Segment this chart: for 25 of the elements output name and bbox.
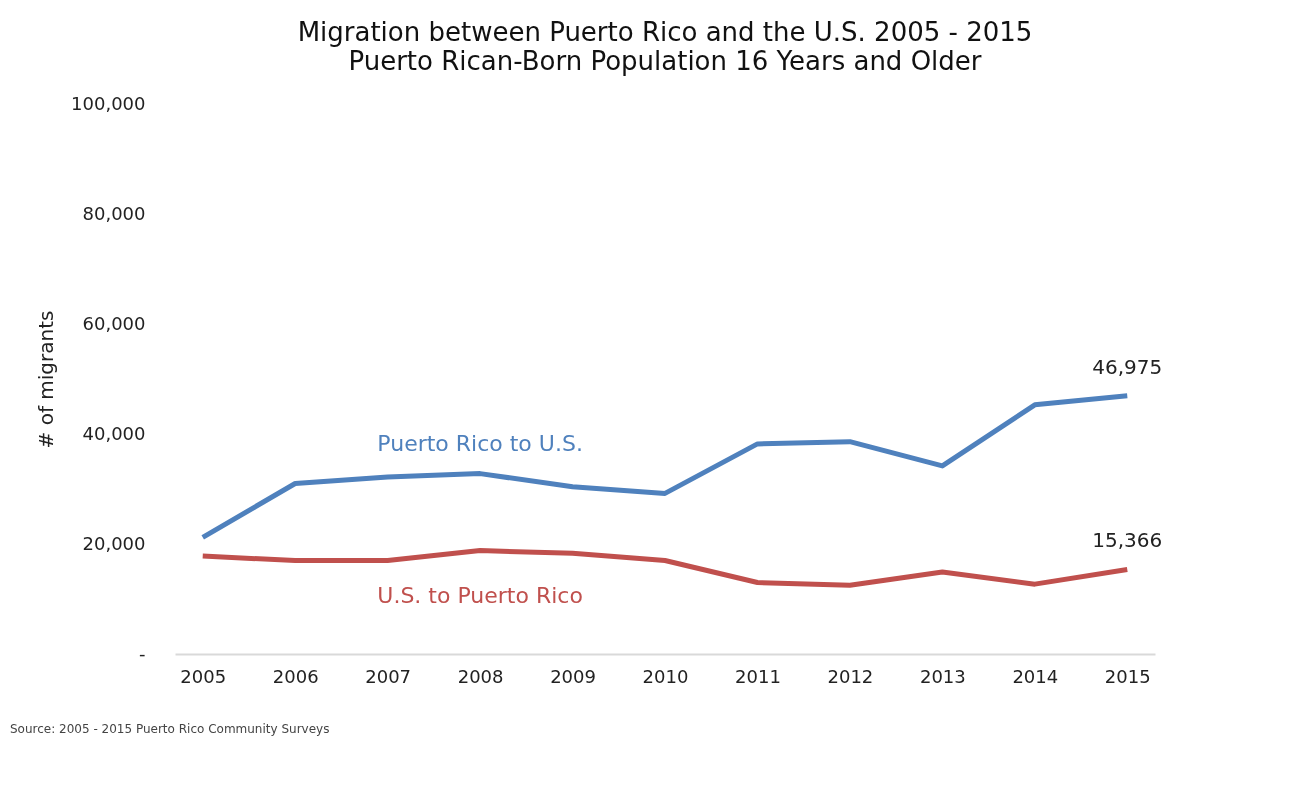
x-tick-label: 2014 xyxy=(1012,665,1059,687)
x-tick-label: 2015 xyxy=(1104,665,1151,687)
x-tick-label: 2006 xyxy=(272,665,319,687)
x-tick-label: 2007 xyxy=(365,665,412,687)
source-note: Source: 2005 - 2015 Puerto Rico Community Surveys xyxy=(10,722,330,736)
x-tick-label: 2009 xyxy=(550,665,596,687)
series-label: U.S. to Puerto Rico xyxy=(377,582,583,608)
x-tick-label: 2013 xyxy=(919,665,966,687)
chart-subtitle: Puerto Rican-Born Population 16 Years and Older xyxy=(348,46,982,76)
x-tick-label: 2012 xyxy=(827,665,874,687)
y-tick-label: 100,000 xyxy=(71,92,146,114)
y-tick-label: - xyxy=(139,642,146,664)
series-label: Puerto Rico to U.S. xyxy=(377,430,583,456)
x-tick-label: 2011 xyxy=(735,665,781,687)
y-tick-label: 20,000 xyxy=(82,532,146,554)
x-tick-label: 2008 xyxy=(457,665,504,687)
x-tick-label: 2005 xyxy=(180,665,227,687)
x-tick-label: 2010 xyxy=(642,665,689,687)
data-label: 15,366 xyxy=(1092,528,1163,553)
chart-title: Migration between Puerto Rico and the U.S. 2005 - 2015 xyxy=(297,17,1033,47)
y-tick-label: 80,000 xyxy=(82,202,146,224)
y-tick-label: 60,000 xyxy=(82,312,146,334)
y-axis-title: # of migrants xyxy=(34,310,59,449)
y-tick-label: 40,000 xyxy=(82,422,146,444)
data-label: 46,975 xyxy=(1092,354,1163,379)
